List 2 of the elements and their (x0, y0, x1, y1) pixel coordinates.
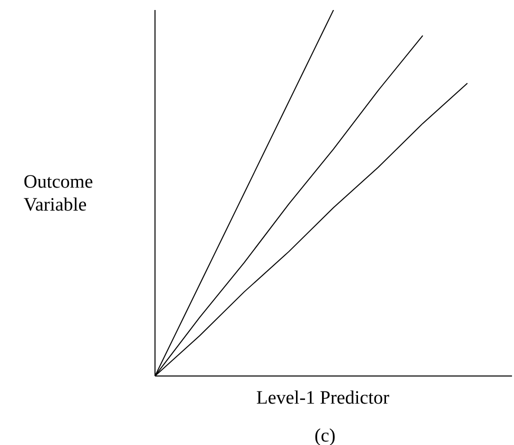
y-axis-title: Outcome Variable (24, 175, 92, 211)
x-axis-title: Level-1 Predictor (256, 390, 390, 404)
